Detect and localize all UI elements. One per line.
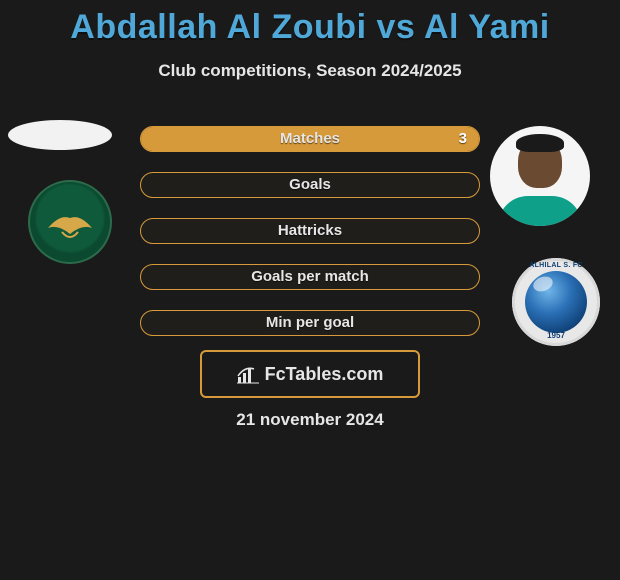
page-title: Abdallah Al Zoubi vs Al Yami	[0, 0, 620, 47]
stat-label: Goals per match	[251, 268, 369, 285]
stats-container: Matches 3 Goals Hattricks Goals per matc…	[140, 126, 480, 356]
club2-year: 1957	[512, 331, 600, 340]
stat-label: Matches	[280, 130, 340, 147]
player1-club-crest	[28, 180, 112, 264]
eagle-icon	[42, 194, 98, 250]
stat-row-matches: Matches 3	[140, 126, 480, 152]
brand-text: FcTables.com	[265, 364, 384, 384]
stat-label: Min per goal	[266, 314, 354, 331]
stat-val-right: 3	[459, 127, 467, 151]
brand-badge: FcTables.com	[200, 350, 420, 398]
stat-row-min-per-goal: Min per goal	[140, 310, 480, 336]
player2-avatar	[490, 126, 590, 226]
bar-chart-icon	[237, 366, 259, 384]
player2-club-crest: ALHILAL S. FC 1957	[512, 258, 600, 346]
subtitle: Club competitions, Season 2024/2025	[0, 61, 620, 81]
stat-row-goals: Goals	[140, 172, 480, 198]
stat-row-hattricks: Hattricks	[140, 218, 480, 244]
stat-row-goals-per-match: Goals per match	[140, 264, 480, 290]
stat-label: Goals	[289, 176, 331, 193]
generated-date: 21 november 2024	[0, 410, 620, 430]
player1-avatar	[8, 120, 112, 150]
stat-label: Hattricks	[278, 222, 342, 239]
